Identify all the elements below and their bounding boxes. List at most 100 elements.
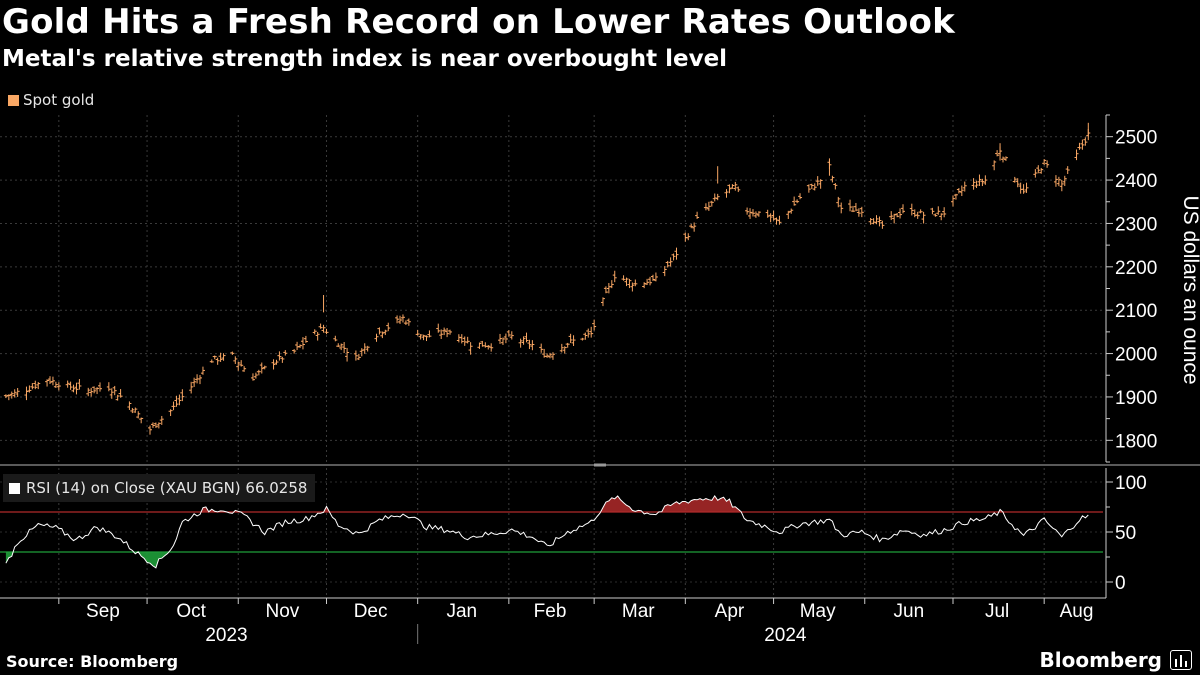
price-bar	[503, 333, 508, 344]
price-bar	[253, 372, 258, 379]
price-bar	[262, 365, 267, 370]
price-bar	[962, 181, 967, 192]
price-bar	[403, 320, 408, 325]
price-bar	[956, 188, 961, 194]
price-bar	[853, 202, 858, 212]
price-bar	[683, 232, 688, 242]
price-bar	[1053, 175, 1058, 187]
price-bar	[336, 343, 341, 348]
price-bar	[192, 377, 197, 387]
price-bar	[756, 211, 761, 217]
price-bar	[274, 359, 279, 365]
price-bar	[36, 382, 41, 390]
price-bar	[30, 383, 35, 390]
price-bar	[589, 326, 594, 338]
price-bar	[333, 335, 338, 342]
price-bar	[509, 331, 514, 340]
price-tick-label: 2400	[1115, 171, 1157, 192]
price-bar	[671, 253, 676, 261]
price-legend: Spot gold	[8, 91, 94, 109]
price-bar	[421, 334, 426, 341]
price-bar	[218, 352, 223, 362]
price-bar	[833, 183, 838, 190]
price-bar	[900, 204, 905, 214]
price-bar	[436, 323, 441, 333]
price-bar	[386, 322, 391, 332]
price-bar	[774, 217, 779, 225]
price-bar	[292, 349, 297, 354]
price-bar	[89, 387, 94, 397]
price-tick-label: 1900	[1115, 388, 1157, 409]
price-bar	[9, 391, 14, 399]
price-bar	[603, 286, 608, 294]
chart-subtitle: Metal's relative strength index is near …	[2, 46, 728, 72]
price-bar	[92, 386, 97, 394]
price-bar	[356, 353, 361, 361]
price-bar	[71, 384, 76, 393]
price-bar	[918, 209, 923, 214]
price-tick-label: 2000	[1115, 345, 1157, 366]
price-bar	[133, 407, 138, 413]
price-bar	[221, 353, 226, 361]
price-bar	[48, 376, 53, 384]
price-bar	[130, 407, 135, 414]
price-bar	[874, 215, 879, 225]
price-bar	[745, 207, 750, 215]
price-bar	[1024, 182, 1029, 193]
price-bar	[724, 189, 729, 198]
brand-name: Bloomberg	[1039, 648, 1162, 672]
price-bar	[1077, 142, 1082, 150]
price-bar	[256, 369, 261, 376]
bar-chart-icon	[1170, 650, 1192, 670]
price-bar	[1021, 184, 1026, 194]
price-bar	[950, 195, 955, 207]
price-bar	[930, 207, 935, 215]
source-note: Source: Bloomberg	[6, 652, 179, 671]
price-bar	[959, 185, 964, 197]
price-bar	[15, 388, 20, 397]
price-bar	[277, 351, 282, 361]
price-bar	[362, 343, 367, 354]
price-bar	[942, 207, 947, 218]
chart-title: Gold Hits a Fresh Record on Lower Rates …	[2, 2, 955, 42]
price-bar	[609, 280, 614, 289]
price-bar	[442, 327, 447, 336]
price-bar	[303, 335, 308, 343]
price-bar	[1056, 176, 1061, 187]
price-bar	[1015, 178, 1020, 188]
price-bar	[27, 385, 32, 393]
month-label: Jun	[894, 601, 925, 622]
price-bar	[530, 340, 535, 351]
price-bar	[45, 379, 50, 387]
price-bar	[271, 359, 276, 370]
price-bar	[174, 395, 179, 407]
rsi-legend-swatch	[9, 482, 20, 494]
axis-labels: 1800 1900 2000 2100 2200 2300 2400 2500 0 50 100 US…	[86, 128, 1200, 646]
price-bar	[815, 176, 820, 186]
rsi-tick-label: 50	[1115, 523, 1136, 544]
price-bar	[809, 183, 814, 189]
price-bar	[939, 213, 944, 221]
price-bar	[168, 409, 173, 417]
price-bar	[562, 346, 567, 354]
price-bar	[468, 342, 473, 355]
price-bar	[848, 199, 853, 212]
price-bar	[12, 389, 17, 398]
price-bar	[295, 341, 300, 351]
price-bar	[380, 331, 385, 339]
price-bar	[736, 186, 741, 193]
price-bar	[106, 382, 111, 392]
price-bar	[733, 181, 738, 191]
price-bar	[895, 212, 900, 218]
price-bar	[374, 333, 379, 342]
price-bar	[153, 422, 158, 428]
price-bar	[859, 206, 864, 218]
price-bar	[171, 401, 176, 411]
price-bar	[898, 208, 903, 219]
price-bar	[709, 200, 714, 207]
price-bar	[715, 193, 720, 201]
price-bar	[33, 380, 38, 390]
grid-lines	[0, 115, 1103, 598]
price-bar	[868, 218, 873, 225]
price-tick-label: 2100	[1115, 301, 1157, 322]
